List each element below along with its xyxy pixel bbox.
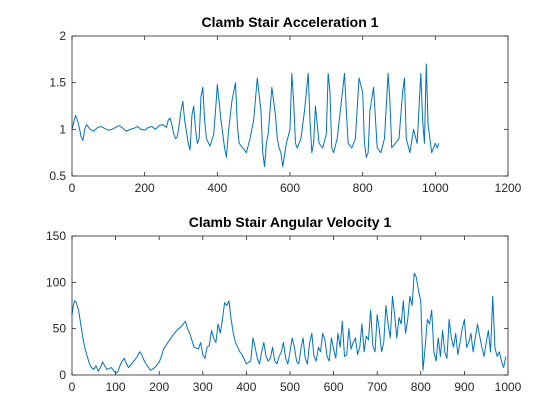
x-tick-label: 200 bbox=[135, 181, 155, 195]
x-tick-label: 600 bbox=[324, 380, 344, 394]
x-tick-label: 0 bbox=[69, 181, 76, 195]
y-tick-label: 0 bbox=[59, 368, 66, 382]
x-tick-label: 600 bbox=[280, 181, 300, 195]
x-tick-label: 0 bbox=[69, 380, 76, 394]
x-tick-label: 500 bbox=[280, 380, 300, 394]
chart-acceleration: Clamb Stair Acceleration 1 0 200 400 600 800… bbox=[49, 14, 521, 195]
series-line bbox=[71, 272, 507, 374]
y-tick-label: 1 bbox=[59, 122, 66, 136]
y-tick-label: 2 bbox=[59, 29, 66, 43]
x-tick-label: 100 bbox=[106, 380, 126, 394]
x-tick-label: 400 bbox=[207, 181, 227, 195]
x-tick-label: 800 bbox=[353, 181, 373, 195]
x-tick-label: 1000 bbox=[495, 380, 522, 394]
x-tick-label: 300 bbox=[193, 380, 213, 394]
axes-box bbox=[71, 35, 509, 177]
y-tick-labels: 0.5 1 1.5 2 bbox=[49, 29, 66, 183]
y-tick-label: 1.5 bbox=[49, 76, 66, 90]
chart-title: Clamb Stair Acceleration 1 bbox=[202, 14, 379, 30]
series-line bbox=[71, 63, 440, 168]
chart-angular-velocity: Clamb Stair Angular Velocity 1 0 100 200 30… bbox=[46, 214, 522, 394]
x-tick-label: 800 bbox=[411, 380, 431, 394]
x-tick-label: 900 bbox=[454, 380, 474, 394]
x-tick-labels: 0 200 400 600 800 1000 1200 bbox=[69, 181, 522, 195]
y-tick-label: 150 bbox=[46, 229, 66, 243]
x-tick-label: 1200 bbox=[495, 181, 522, 195]
y-tick-labels: 0 50 100 150 bbox=[46, 229, 66, 382]
x-tick-label: 200 bbox=[149, 380, 169, 394]
x-tick-label: 400 bbox=[236, 380, 256, 394]
x-tick-labels: 0 100 200 300 400 500 600 700 800 900 1000 bbox=[69, 380, 522, 394]
y-tick-label: 100 bbox=[46, 275, 66, 289]
x-tick-label: 1000 bbox=[422, 181, 449, 195]
y-tick-label: 0.5 bbox=[49, 169, 66, 183]
x-tick-label: 700 bbox=[367, 380, 387, 394]
axes-box bbox=[71, 235, 509, 376]
y-tick-label: 50 bbox=[53, 322, 67, 336]
chart-title: Clamb Stair Angular Velocity 1 bbox=[189, 214, 392, 230]
